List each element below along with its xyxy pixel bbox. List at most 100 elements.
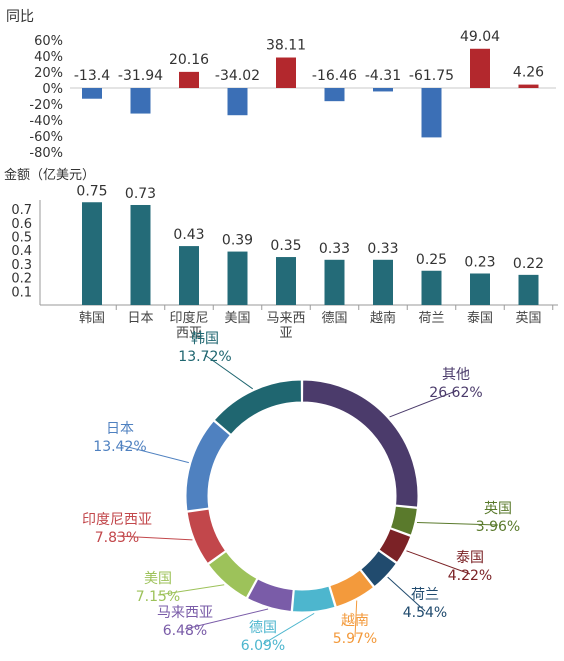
donut-category-label: 德国 [249,620,277,636]
amount-bar [276,257,296,305]
amount-ytick: 0.2 [11,272,32,287]
donut-slice [207,550,258,599]
growth-value-label: -4.31 [365,68,401,84]
amount-bar [373,259,393,305]
amount-category-label: 越南 [370,310,396,326]
amount-bar [179,246,199,305]
donut-leader-line [204,354,253,390]
amount-category-label: 韩国 [79,311,105,326]
growth-value-label: 38.11 [266,38,306,54]
donut-slice [378,528,412,564]
donut-category-label: 印度尼西亚 [82,512,152,528]
donut-leader-line [157,584,225,596]
growth-value-label: 20.16 [169,52,209,68]
amount-value-label: 0.22 [513,256,544,272]
amount-bar [82,202,102,305]
donut-slice [360,550,397,588]
donut-percent-label: 5.97% [333,631,377,647]
donut-category-label: 日本 [106,421,134,437]
donut-category-label: 荷兰 [411,587,439,603]
amount-value-label: 0.43 [173,227,204,243]
donut-percent-label: 7.15% [136,589,180,605]
amount-value-label: 0.73 [125,186,156,202]
donut-percent-label: 3.96% [476,519,520,535]
amount-value-label: 0.75 [76,183,107,199]
donut-slice [185,420,231,512]
growth-value-label: -61.75 [409,68,454,84]
donut-percent-label: 13.72% [178,349,231,365]
donut-slice [186,508,227,565]
amount-value-label: 0.23 [464,254,495,270]
donut-leader-line [416,521,499,526]
donut-percent-label: 6.48% [163,623,207,639]
donut-percent-label: 4.22% [448,568,492,584]
amount-category-label: 美国 [224,311,250,326]
growth-value-label: -16.46 [312,68,357,84]
amount-ylabel: 金额（亿美元） [4,167,95,183]
growth-value-label: 4.26 [513,65,544,81]
donut-leader-line [116,535,193,541]
growth-bar [130,88,151,114]
growth-ytick: -40% [29,114,63,129]
amount-ytick: 0.7 [11,203,32,218]
donut-leader-line [387,576,426,612]
amount-category-label: 亚 [279,326,292,341]
growth-ytick: 60% [34,34,63,49]
growth-ytick: -80% [29,146,63,161]
growth-value-label: 49.04 [460,29,500,45]
amount-category-label: 德国 [321,311,347,326]
donut-category-label: 其他 [442,367,470,383]
growth-bar [324,88,345,102]
growth-ytick: 0% [42,82,63,97]
donut-slice [291,585,336,613]
amount-value-label: 0.25 [416,252,447,268]
donut-leader-line [184,608,269,630]
amount-bar [227,251,248,305]
growth-ylabel: 同比 [6,9,34,25]
amount-category-label: 印度尼 [169,310,208,326]
growth-bar [179,71,199,88]
amount-category-label: 西亚 [176,326,202,341]
donut-category-label: 马来西亚 [157,605,213,621]
donut-category-label: 英国 [484,500,512,517]
donut-percent-label: 13.42% [93,439,146,455]
growth-ytick: 40% [34,50,63,65]
donut-leader-line [354,600,358,638]
amount-category-label: 荷兰 [418,311,444,326]
donut-slice [302,379,419,508]
growth-value-label: -31.94 [118,68,163,84]
amount-ytick: 0.6 [11,217,32,232]
growth-ytick: -20% [29,98,63,113]
amount-category-label: 英国 [515,311,541,326]
amount-ytick: 0.1 [11,285,32,300]
growth-bar [421,88,442,138]
amount-bar [518,274,539,305]
growth-ytick: 20% [34,66,63,81]
amount-value-label: 0.39 [222,233,253,249]
donut-leader-line [119,444,189,464]
amount-category-label: 泰国 [467,311,493,326]
amount-bar [421,270,442,305]
donut-category-label: 美国 [144,571,172,587]
amount-ytick: 0.3 [11,258,32,273]
amount-value-label: 0.33 [319,241,350,257]
growth-bar [470,48,490,88]
donut-percent-label: 4.54% [403,605,447,621]
donut-category-label: 泰国 [456,550,484,566]
donut-slice [213,379,302,436]
growth-bar [518,84,539,88]
donut-percent-label: 6.09% [241,638,285,654]
amount-bar [130,204,151,305]
amount-category-label: 日本 [127,311,153,326]
growth-bar [82,88,102,99]
growth-bar [227,88,248,116]
amount-ytick: 0.5 [11,231,32,246]
donut-leader-line [389,390,457,418]
amount-bar [470,273,490,305]
donut-leader-line [262,612,315,645]
growth-ytick: -60% [29,130,63,145]
donut-leader-line [406,550,471,575]
donut-slice [246,578,294,613]
